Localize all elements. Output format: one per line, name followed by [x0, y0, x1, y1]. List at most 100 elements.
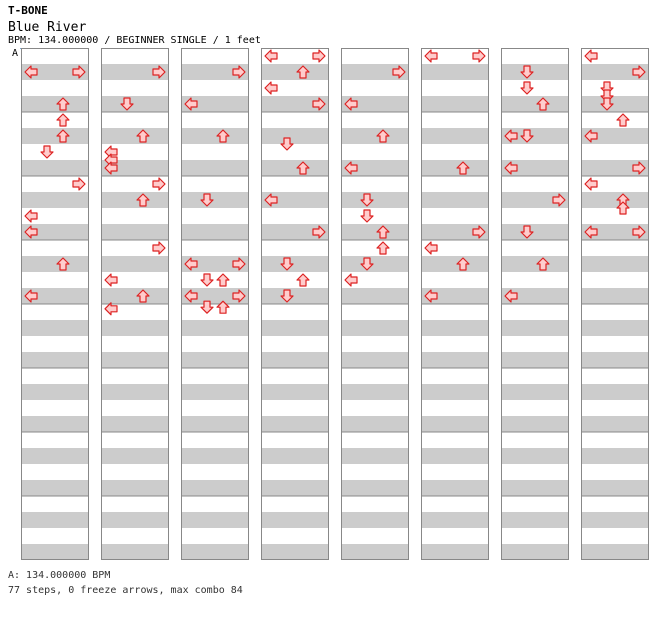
- chart-column: [21, 48, 89, 560]
- beat-band: [21, 512, 89, 528]
- beat-band: [21, 160, 89, 176]
- beat-band: [581, 544, 649, 560]
- arrow-down-icon: [200, 300, 214, 314]
- chart-column: [501, 48, 569, 560]
- chart-column: [341, 48, 409, 560]
- arrow-up-icon: [136, 289, 150, 303]
- beat-band: [101, 416, 169, 432]
- arrow-left-icon: [424, 49, 438, 63]
- beat-band: [261, 512, 329, 528]
- beat-band: [341, 256, 409, 272]
- song-artist: T-BONE: [8, 4, 48, 17]
- arrow-right-icon: [232, 289, 246, 303]
- column-border: [501, 48, 569, 560]
- arrow-right-icon: [232, 257, 246, 271]
- beat-band: [501, 192, 569, 208]
- arrow-left-icon: [24, 209, 38, 223]
- arrow-up-icon: [56, 257, 70, 271]
- arrow-left-icon: [424, 289, 438, 303]
- beat-band: [581, 96, 649, 112]
- beat-band: [101, 384, 169, 400]
- beat-band: [501, 128, 569, 144]
- arrow-up-icon: [456, 257, 470, 271]
- arrow-down-icon: [520, 81, 534, 95]
- beat-band: [181, 128, 249, 144]
- beat-band: [501, 448, 569, 464]
- arrow-down-icon: [280, 257, 294, 271]
- beat-band: [581, 512, 649, 528]
- column-border: [421, 48, 489, 560]
- beat-band: [581, 160, 649, 176]
- beat-band: [421, 480, 489, 496]
- beat-band: [21, 448, 89, 464]
- beat-band: [501, 288, 569, 304]
- arrow-down-icon: [360, 257, 374, 271]
- beat-band: [341, 160, 409, 176]
- beat-band: [181, 320, 249, 336]
- arrow-left-icon: [344, 273, 358, 287]
- arrow-up-icon: [616, 201, 630, 215]
- column-border: [581, 48, 649, 560]
- beat-band: [261, 256, 329, 272]
- beat-band: [261, 160, 329, 176]
- arrow-up-icon: [376, 129, 390, 143]
- arrow-left-icon: [584, 177, 598, 191]
- beat-band: [21, 288, 89, 304]
- beat-band: [101, 224, 169, 240]
- beat-band: [101, 448, 169, 464]
- beat-band: [261, 288, 329, 304]
- arrow-up-icon: [616, 113, 630, 127]
- arrow-left-icon: [584, 129, 598, 143]
- beat-band: [421, 512, 489, 528]
- beat-band: [21, 256, 89, 272]
- beat-band: [181, 160, 249, 176]
- beat-band: [181, 416, 249, 432]
- arrow-up-icon: [136, 193, 150, 207]
- beat-band: [341, 192, 409, 208]
- beat-band: [21, 224, 89, 240]
- beat-band: [421, 224, 489, 240]
- beat-band: [101, 192, 169, 208]
- beat-band: [581, 448, 649, 464]
- arrow-right-icon: [232, 65, 246, 79]
- beat-band: [101, 128, 169, 144]
- arrow-left-icon: [104, 161, 118, 175]
- beat-band: [421, 288, 489, 304]
- beat-band: [261, 64, 329, 80]
- arrow-down-icon: [280, 137, 294, 151]
- beat-band: [501, 480, 569, 496]
- beat-band: [501, 160, 569, 176]
- chart-column: [101, 48, 169, 560]
- arrow-left-icon: [184, 257, 198, 271]
- arrow-up-icon: [376, 225, 390, 239]
- arrow-left-icon: [24, 65, 38, 79]
- arrow-right-icon: [472, 225, 486, 239]
- arrow-left-icon: [184, 97, 198, 111]
- arrow-left-icon: [184, 289, 198, 303]
- beat-band: [421, 96, 489, 112]
- beat-band: [261, 96, 329, 112]
- beat-band: [341, 544, 409, 560]
- beat-band: [581, 416, 649, 432]
- arrow-left-icon: [104, 273, 118, 287]
- arrow-up-icon: [296, 161, 310, 175]
- song-title: Blue River: [8, 20, 87, 35]
- column-border: [261, 48, 329, 560]
- beat-band: [581, 480, 649, 496]
- arrow-right-icon: [72, 177, 86, 191]
- beat-band: [421, 256, 489, 272]
- chart-column: [261, 48, 329, 560]
- beat-band: [501, 352, 569, 368]
- beat-band: [501, 544, 569, 560]
- beat-band: [101, 256, 169, 272]
- beat-band: [581, 192, 649, 208]
- beat-band: [501, 320, 569, 336]
- beat-band: [581, 288, 649, 304]
- beat-band: [21, 320, 89, 336]
- arrow-left-icon: [24, 225, 38, 239]
- beat-band: [101, 352, 169, 368]
- arrow-down-icon: [280, 289, 294, 303]
- arrow-right-icon: [152, 177, 166, 191]
- beat-band: [421, 320, 489, 336]
- arrow-right-icon: [472, 49, 486, 63]
